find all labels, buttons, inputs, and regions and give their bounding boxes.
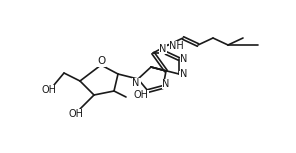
Text: N: N	[180, 69, 188, 79]
Text: OH: OH	[68, 109, 83, 119]
Text: N: N	[179, 71, 187, 81]
Text: N: N	[180, 54, 188, 64]
Text: N: N	[162, 79, 170, 89]
Text: O: O	[97, 56, 105, 66]
Text: OH: OH	[41, 85, 57, 95]
Text: N: N	[133, 79, 141, 89]
Text: N: N	[132, 78, 140, 88]
Text: OH: OH	[134, 90, 149, 100]
Text: N: N	[159, 44, 167, 54]
Text: NH: NH	[169, 41, 184, 51]
